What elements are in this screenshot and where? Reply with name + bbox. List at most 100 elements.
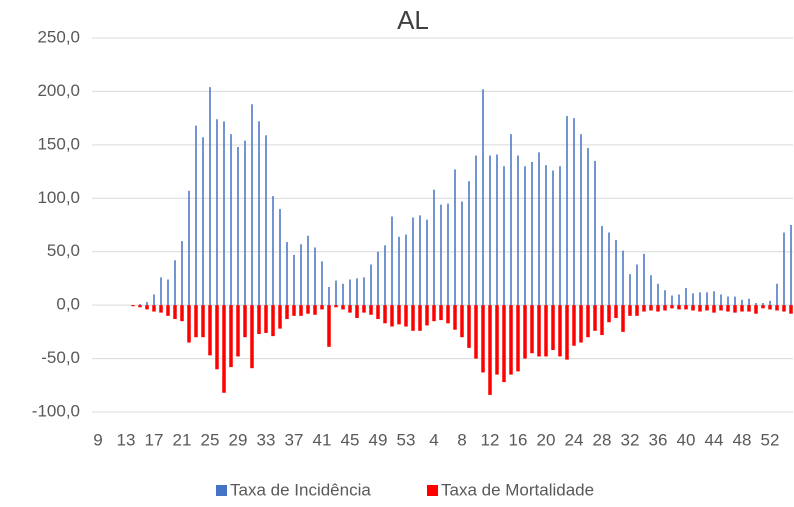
x-tick-label: 28 [593, 430, 612, 449]
bar [629, 274, 631, 306]
bar [496, 154, 498, 306]
bar [202, 137, 204, 306]
x-tick-label: 9 [93, 430, 102, 449]
bar [201, 305, 205, 338]
bar [391, 216, 393, 306]
bar [467, 305, 471, 348]
y-tick-label: -100,0 [32, 401, 80, 420]
x-tick-label: 16 [509, 430, 528, 449]
bar [482, 89, 484, 306]
bar [608, 232, 610, 306]
bar [139, 304, 141, 306]
bar [643, 253, 645, 306]
bar [320, 305, 324, 310]
bar [146, 301, 148, 306]
bar [607, 305, 611, 323]
bar [327, 305, 331, 347]
bar [363, 277, 365, 306]
bar [748, 298, 750, 306]
bar [615, 239, 617, 306]
bar [251, 104, 253, 306]
bar [222, 305, 226, 393]
bar [502, 305, 506, 383]
bar [614, 305, 618, 318]
bar [236, 305, 240, 357]
bar [131, 305, 135, 307]
bar [307, 235, 309, 306]
y-tick-label: -50,0 [41, 348, 80, 367]
x-tick-label: 44 [705, 430, 724, 449]
bar [628, 305, 632, 316]
bar [747, 305, 751, 312]
bar [537, 305, 541, 357]
x-tick-label: 17 [145, 430, 164, 449]
bar [321, 261, 323, 306]
bar [712, 305, 716, 313]
bar [720, 294, 722, 306]
x-tick-label: 21 [173, 430, 192, 449]
bar [405, 234, 407, 306]
bar [159, 305, 163, 313]
legend-swatch [427, 485, 438, 496]
bar [355, 305, 359, 318]
bar [292, 305, 296, 316]
bar [594, 160, 596, 306]
bar [230, 134, 232, 306]
bar [250, 305, 254, 369]
bar [761, 305, 765, 309]
bar [285, 305, 289, 320]
bar [138, 305, 142, 308]
bar [762, 303, 764, 306]
x-tick-label: 45 [341, 430, 360, 449]
bar [573, 118, 575, 306]
bar [503, 166, 505, 306]
x-tick-label: 13 [117, 430, 136, 449]
bar [656, 305, 660, 312]
bar [698, 305, 702, 312]
bar [481, 305, 485, 373]
bar [188, 190, 190, 306]
bar [362, 305, 366, 313]
legend-label: Taxa de Mortalidade [441, 480, 594, 499]
bar [181, 241, 183, 306]
bar [412, 217, 414, 306]
x-tick-label: 24 [565, 430, 584, 449]
bar [180, 305, 184, 322]
bar [279, 208, 281, 306]
bar [538, 152, 540, 306]
bar [621, 305, 625, 332]
bar [216, 119, 218, 306]
bar [692, 293, 694, 306]
x-tick-label: 4 [429, 430, 438, 449]
bar [517, 155, 519, 306]
bar [516, 305, 520, 372]
bar [509, 305, 513, 375]
bar [341, 305, 345, 310]
y-tick-label: 100,0 [37, 188, 80, 207]
bar [223, 121, 225, 306]
bar [545, 165, 547, 306]
x-tick-label: 48 [733, 430, 752, 449]
bar [461, 201, 463, 306]
bar [166, 305, 170, 316]
bar [426, 219, 428, 306]
bar [194, 305, 198, 338]
bar [257, 305, 261, 334]
bar [726, 305, 730, 312]
bar [425, 305, 429, 326]
bar [460, 305, 464, 338]
bar [411, 305, 415, 331]
bar [446, 305, 450, 324]
x-tick-label: 53 [397, 430, 416, 449]
bar [650, 275, 652, 306]
bar [265, 135, 267, 306]
bar [495, 305, 499, 375]
bar [369, 305, 373, 315]
bar [544, 305, 548, 357]
x-tick-label: 40 [677, 430, 696, 449]
legend-label: Taxa de Incidência [230, 480, 371, 499]
bar [153, 294, 155, 306]
bar [657, 283, 659, 306]
bar [404, 305, 408, 327]
